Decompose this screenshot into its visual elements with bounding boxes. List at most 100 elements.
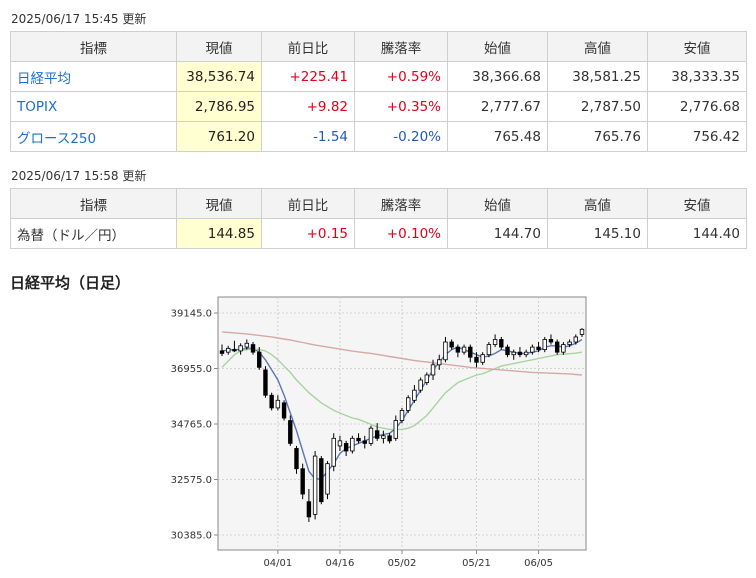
candle xyxy=(461,344,467,355)
candle-body xyxy=(257,351,262,368)
header-change: 前日比 xyxy=(261,188,355,219)
candle xyxy=(244,339,250,350)
candle xyxy=(424,372,430,386)
candle xyxy=(350,435,355,454)
candle xyxy=(238,343,243,355)
candle xyxy=(474,352,479,368)
table-header-row: 指標 現値 前日比 騰落率 始値 高値 安値 xyxy=(10,188,747,219)
candle-body xyxy=(406,397,411,411)
header-current: 現値 xyxy=(176,31,262,62)
candle-body xyxy=(399,410,405,421)
header-low: 安値 xyxy=(647,188,747,219)
header-open: 始値 xyxy=(447,188,548,219)
candle xyxy=(306,489,312,522)
chart-section-title: 日経平均（日足） xyxy=(10,274,131,292)
low-value: 756.42 xyxy=(647,121,747,152)
candle xyxy=(517,347,523,358)
candle xyxy=(325,461,330,500)
candle-body xyxy=(350,437,355,452)
candle xyxy=(480,352,485,365)
candle-body xyxy=(486,344,492,356)
high-value: 38,581.25 xyxy=(547,61,648,92)
candle-body xyxy=(430,364,436,376)
candle-body xyxy=(238,345,243,352)
candle xyxy=(468,344,473,363)
candle xyxy=(219,344,225,356)
candle xyxy=(449,339,454,350)
header-high: 高値 xyxy=(547,188,648,219)
candle xyxy=(455,344,461,358)
candle-body xyxy=(325,463,330,495)
candle xyxy=(263,366,268,398)
candle-body xyxy=(536,346,541,351)
candle xyxy=(374,423,380,441)
candle-body xyxy=(449,341,454,348)
header-current: 現値 xyxy=(176,188,262,219)
candle-body xyxy=(468,346,473,358)
candle xyxy=(319,456,324,505)
candle xyxy=(561,342,566,355)
candle-body xyxy=(281,402,287,419)
candle-body xyxy=(312,455,318,515)
candle xyxy=(511,349,516,360)
y-tick-label: 34765.0 xyxy=(171,420,212,431)
candle xyxy=(275,395,281,411)
candle-body xyxy=(474,356,479,363)
candle-body xyxy=(374,430,380,439)
candle-body xyxy=(548,339,554,343)
candle-body xyxy=(424,374,430,383)
y-axis: 39145.0 36955.0 34765.0 32575.0 30385.0 xyxy=(171,309,218,542)
candle xyxy=(443,336,448,363)
candle-body xyxy=(505,346,510,356)
candle xyxy=(573,334,578,345)
stocks-updated-time: 2025/06/17 15:45 更新 xyxy=(11,12,147,26)
candle-body xyxy=(523,351,529,356)
candle xyxy=(567,339,572,348)
candle-body xyxy=(511,351,516,356)
open-value: 765.48 xyxy=(447,121,548,152)
candle-body xyxy=(381,435,386,439)
candle-body xyxy=(561,344,566,353)
change-value: +9.82 xyxy=(261,91,355,122)
x-tick-label: 05/21 xyxy=(462,558,491,569)
candle-body xyxy=(288,420,293,444)
topix-link[interactable]: TOPIX xyxy=(10,91,177,122)
candle-body xyxy=(275,399,281,409)
candle xyxy=(437,354,442,370)
candle xyxy=(492,334,498,348)
candle xyxy=(406,395,411,413)
header-low: 安値 xyxy=(647,31,747,62)
candle xyxy=(412,385,417,403)
x-tick-label: 04/01 xyxy=(263,558,292,569)
candle-body xyxy=(219,350,225,354)
candle-body xyxy=(579,328,585,335)
candle xyxy=(368,425,374,446)
candle-body xyxy=(530,346,535,353)
candle-body xyxy=(461,346,467,353)
candle xyxy=(269,392,274,411)
growth250-link[interactable]: グロース250 xyxy=(10,121,177,152)
high-value: 765.76 xyxy=(547,121,648,152)
y-tick-label: 39145.0 xyxy=(171,309,212,320)
candle-body xyxy=(343,442,349,452)
moving-average-line xyxy=(221,348,583,431)
candle-body xyxy=(306,501,312,518)
y-tick-label: 30385.0 xyxy=(171,531,212,542)
chart-plot-area xyxy=(217,296,587,551)
x-axis: 04/01 04/16 05/02 05/21 06/05 xyxy=(263,550,553,569)
candle-body xyxy=(356,437,361,442)
header-change: 前日比 xyxy=(261,31,355,62)
moving-average-line xyxy=(221,331,583,376)
candle-body xyxy=(567,341,572,345)
high-value: 145.10 xyxy=(547,218,648,249)
header-pct: 騰落率 xyxy=(354,31,448,62)
current-value: 761.20 xyxy=(176,121,262,152)
candle-body xyxy=(362,440,367,444)
candle xyxy=(418,377,423,393)
candle xyxy=(486,342,492,358)
candle-body xyxy=(337,440,343,447)
candle-body xyxy=(554,341,560,353)
fx-updated-time: 2025/06/17 15:58 更新 xyxy=(11,169,147,183)
stock-indices-table: 指標 現値 前日比 騰落率 始値 高値 安値 日経平均 38,536.74 +2… xyxy=(10,31,747,152)
table-row-growth250: グロース250 761.20 -1.54 -0.20% 765.48 765.7… xyxy=(10,121,747,152)
